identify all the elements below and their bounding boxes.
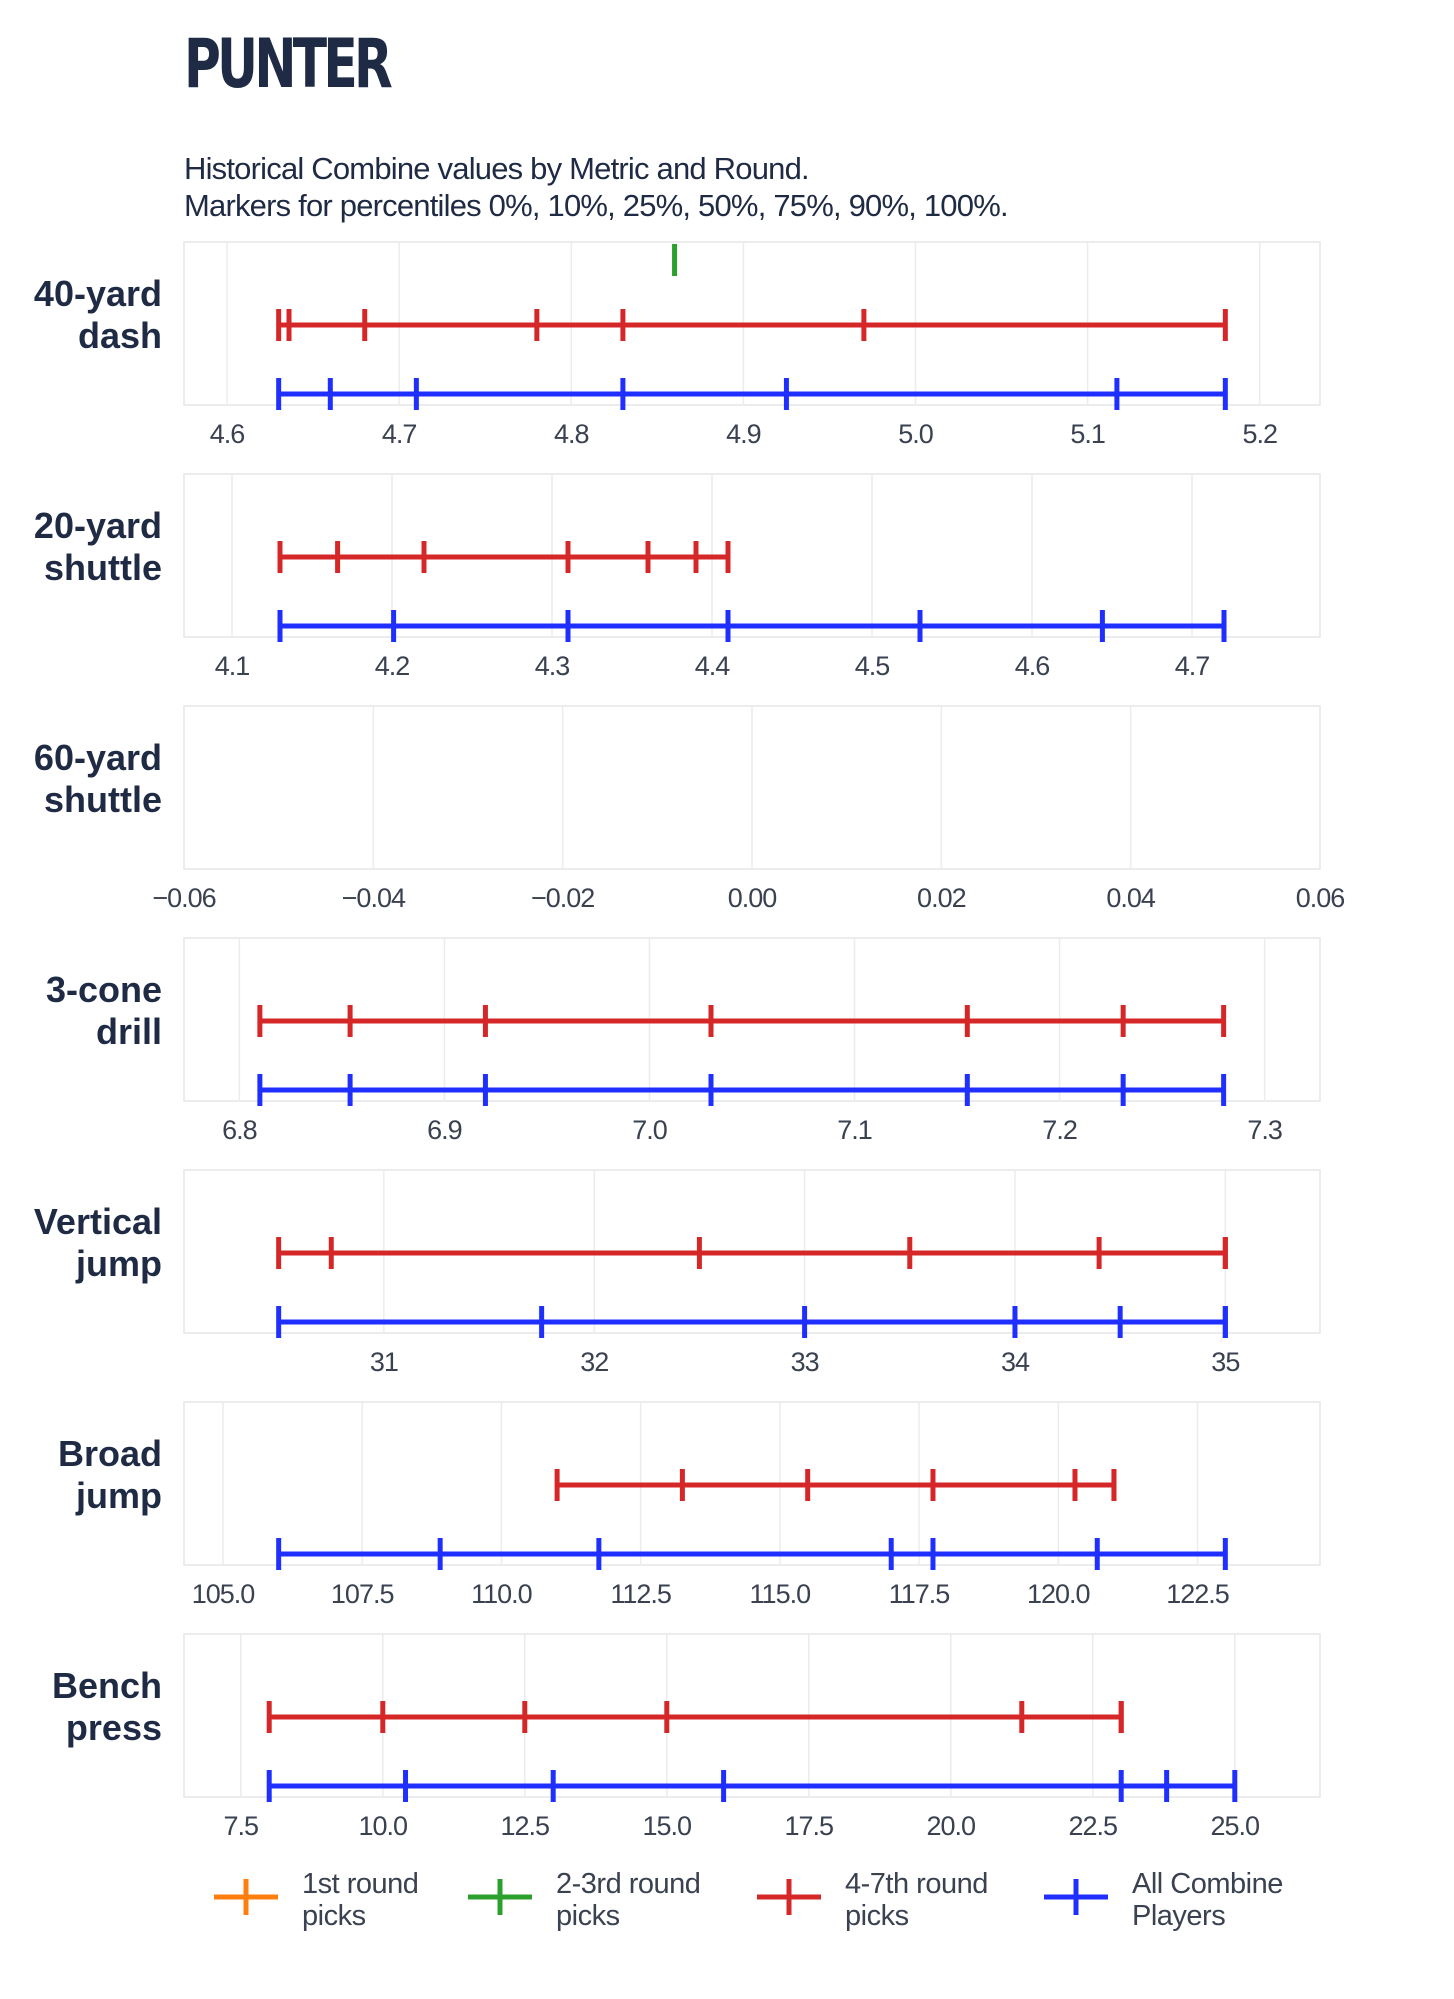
metric-label: Vertical	[34, 1201, 162, 1242]
metric-label: 40-yard	[34, 273, 162, 314]
tick-label: 4.6	[1015, 651, 1050, 681]
tick-label: 4.8	[554, 419, 589, 449]
tick-label: 4.7	[382, 419, 417, 449]
tick-label: 110.0	[471, 1579, 532, 1609]
metric-label: shuttle	[44, 547, 162, 588]
legend-label: All Combine	[1132, 1868, 1283, 1900]
tick-label: 5.2	[1242, 419, 1277, 449]
tick-label: 22.5	[1069, 1811, 1118, 1841]
tick-label: 105.0	[192, 1579, 255, 1609]
tick-label: 107.5	[331, 1579, 394, 1609]
tick-label: 4.4	[695, 651, 731, 681]
tick-label: 12.5	[501, 1811, 550, 1841]
tick-label: 35	[1211, 1347, 1239, 1377]
tick-label: 7.5	[224, 1811, 259, 1841]
tick-label: 122.5	[1166, 1579, 1229, 1609]
metric-label: drill	[96, 1011, 162, 1052]
tick-label: 4.9	[726, 419, 761, 449]
metric-label: 3-cone	[46, 969, 162, 1010]
chart-title: PUNTER	[184, 25, 393, 104]
tick-label: 0.00	[728, 883, 777, 913]
chart-subtitle: Historical Combine values by Metric and …	[184, 150, 1009, 224]
tick-label: −0.02	[531, 883, 594, 913]
tick-label: −0.04	[342, 883, 406, 913]
tick-label: 0.02	[917, 883, 966, 913]
metric-label: Broad	[58, 1433, 162, 1474]
tick-label: 10.0	[359, 1811, 408, 1841]
legend-label: picks	[556, 1900, 620, 1932]
tick-label: 6.9	[427, 1115, 462, 1145]
legend-label: picks	[302, 1900, 366, 1932]
metric-label: press	[66, 1707, 162, 1748]
tick-label: 0.04	[1106, 883, 1156, 913]
tick-label: 4.2	[375, 651, 410, 681]
legend-label: 1st round	[302, 1868, 418, 1900]
tick-label: 7.2	[1042, 1115, 1077, 1145]
tick-label: 4.7	[1175, 651, 1210, 681]
tick-label: 7.0	[632, 1115, 667, 1145]
tick-label: 4.6	[210, 419, 245, 449]
metric-label: 20-yard	[34, 505, 162, 546]
metric-label: 60-yard	[34, 737, 162, 778]
tick-label: 15.0	[643, 1811, 692, 1841]
tick-label: 17.5	[785, 1811, 834, 1841]
tick-label: 5.1	[1070, 419, 1105, 449]
legend-label: 2-3rd round	[556, 1868, 700, 1900]
legend-label: 4-7th round	[845, 1868, 988, 1900]
subtitle-line: Historical Combine values by Metric and …	[184, 151, 810, 186]
tick-label: 7.3	[1247, 1115, 1282, 1145]
metric-label: jump	[75, 1243, 162, 1284]
tick-label: 120.0	[1027, 1579, 1090, 1609]
tick-label: 4.3	[535, 651, 570, 681]
tick-label: −0.06	[152, 883, 215, 913]
tick-label: 117.5	[889, 1579, 950, 1609]
metric-label: jump	[75, 1475, 162, 1516]
tick-label: 0.06	[1296, 883, 1345, 913]
subtitle-line: Markers for percentiles 0%, 10%, 25%, 50…	[184, 188, 1009, 223]
tick-label: 4.1	[215, 651, 250, 681]
metric-label: dash	[78, 315, 162, 356]
legend-label: Players	[1132, 1900, 1225, 1932]
tick-label: 5.0	[898, 419, 933, 449]
tick-label: 32	[580, 1347, 608, 1377]
legend-label: picks	[845, 1900, 909, 1932]
tick-label: 34	[1001, 1347, 1030, 1377]
tick-label: 115.0	[750, 1579, 811, 1609]
metric-label: shuttle	[44, 779, 162, 820]
tick-label: 7.1	[837, 1115, 872, 1145]
tick-label: 6.8	[222, 1115, 257, 1145]
metric-label: Bench	[52, 1665, 162, 1706]
tick-label: 33	[791, 1347, 819, 1377]
tick-label: 4.5	[855, 651, 890, 681]
tick-label: 25.0	[1211, 1811, 1260, 1841]
tick-label: 20.0	[927, 1811, 976, 1841]
tick-label: 31	[370, 1347, 398, 1377]
tick-label: 112.5	[610, 1579, 671, 1609]
